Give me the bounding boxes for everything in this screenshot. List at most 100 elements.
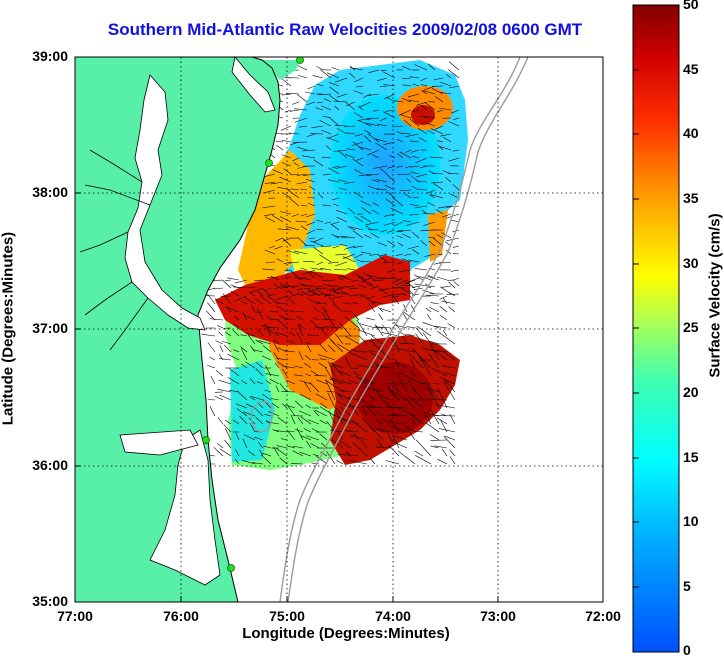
velocity-vector <box>439 107 452 111</box>
velocity-vector <box>234 295 248 302</box>
velocity-vector <box>293 276 304 281</box>
velocity-vector <box>300 267 308 271</box>
velocity-vector <box>434 404 456 409</box>
velocity-vector <box>281 154 292 159</box>
velocity-vector <box>299 125 308 128</box>
colorbar-tick-label: 0 <box>683 642 691 658</box>
velocity-vector <box>404 119 412 127</box>
velocity-vector <box>365 221 380 226</box>
velocity-vector <box>347 148 356 151</box>
velocity-vector <box>316 289 328 297</box>
velocity-vector <box>397 229 412 232</box>
velocity-vector <box>232 419 240 425</box>
velocity-vector <box>389 389 408 401</box>
velocity-vector <box>395 293 404 296</box>
velocity-vector <box>422 332 432 345</box>
velocity-vector <box>361 405 368 417</box>
velocity-vector <box>372 279 384 281</box>
land-coast-edge <box>262 60 300 80</box>
velocity-vector <box>452 253 460 255</box>
velocity-vector <box>425 294 440 297</box>
velocity-vector <box>334 105 340 111</box>
velocity-vector <box>281 403 288 409</box>
velocity-vectors <box>201 61 460 465</box>
velocity-vector <box>409 118 420 127</box>
y-axis-label: Latitude (Degrees:Minutes) <box>0 231 17 426</box>
velocity-vector <box>448 292 456 297</box>
velocity-vector <box>340 290 352 297</box>
velocity-vector <box>283 168 292 175</box>
velocity-vector <box>217 417 224 425</box>
velocity-vector <box>409 213 420 216</box>
velocity-vector <box>416 180 428 183</box>
velocity-vector <box>266 277 276 279</box>
velocity-vector <box>261 355 272 361</box>
velocity-vector <box>452 184 460 191</box>
velocity-vector <box>356 259 364 263</box>
velocity-vector <box>273 283 280 289</box>
velocity-vector <box>324 366 336 385</box>
field-east-warm <box>428 210 448 262</box>
velocity-vector <box>323 284 332 287</box>
velocity-vector <box>209 318 224 321</box>
velocity-vector <box>413 274 424 281</box>
velocity-vector <box>268 411 280 417</box>
velocity-vector <box>372 301 384 305</box>
velocity-vector <box>417 354 432 369</box>
velocity-vector <box>335 165 348 169</box>
velocity-vector <box>242 313 256 321</box>
velocity-vector <box>285 226 300 231</box>
velocity-vector <box>439 81 452 87</box>
velocity-vector <box>243 434 256 441</box>
velocity-vector <box>225 428 232 441</box>
velocity-vector <box>396 235 404 239</box>
velocity-vector <box>310 319 320 329</box>
velocity-vector <box>319 433 328 441</box>
velocity-vector <box>244 297 256 305</box>
velocity-vector <box>319 344 328 353</box>
velocity-vector <box>326 391 336 393</box>
velocity-vector <box>373 165 388 169</box>
velocity-vector <box>434 96 444 103</box>
velocity-vector <box>415 402 424 409</box>
velocity-vector <box>305 404 312 409</box>
velocity-vector <box>379 253 388 257</box>
velocity-vector <box>311 428 320 433</box>
velocity-vector <box>352 432 360 441</box>
velocity-vector <box>255 416 264 425</box>
velocity-vector <box>310 271 324 279</box>
velocity-vector <box>442 351 456 361</box>
velocity-vector <box>327 179 340 183</box>
velocity-vector <box>446 205 460 208</box>
velocity-vector <box>411 109 420 113</box>
colorbar-ticks <box>633 69 639 588</box>
velocity-vector <box>380 168 388 175</box>
velocity-vector <box>399 189 412 192</box>
coastline <box>197 57 281 602</box>
axis-ticks <box>75 192 499 602</box>
velocity-vector <box>450 109 460 114</box>
velocity-vector <box>397 242 404 247</box>
velocity-vector <box>449 85 460 89</box>
velocity-vector <box>396 372 408 393</box>
velocity-vector <box>353 272 364 279</box>
velocity-vector <box>209 356 216 361</box>
velocity-vector <box>216 325 224 329</box>
velocity-vector <box>446 73 452 79</box>
velocity-vector <box>398 451 416 465</box>
velocity-vector <box>405 426 416 441</box>
velocity-vector <box>441 285 452 288</box>
velocity-vector <box>443 371 456 377</box>
velocity-vector <box>450 269 460 272</box>
velocity-vector <box>337 401 352 409</box>
velocity-vector <box>348 430 360 433</box>
velocity-vector <box>415 327 424 337</box>
velocity-vector <box>262 452 272 457</box>
colorbar-tick-label: 30 <box>683 255 699 271</box>
velocity-vector <box>397 348 416 353</box>
velocity-vector <box>379 308 392 313</box>
velocity-vector <box>420 115 428 119</box>
velocity-vector <box>345 316 360 329</box>
velocity-vector <box>263 445 272 449</box>
velocity-vector <box>288 430 296 433</box>
